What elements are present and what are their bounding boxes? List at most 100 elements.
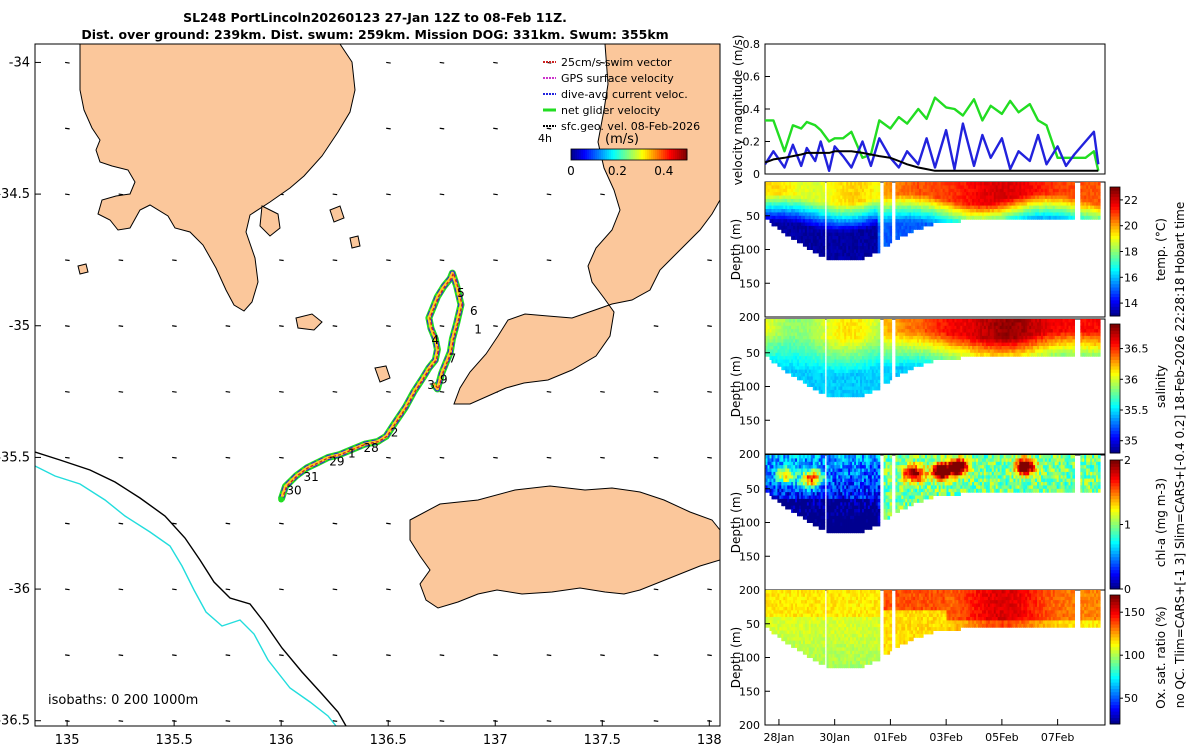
section-cell xyxy=(938,198,942,203)
section-cell xyxy=(950,195,954,200)
section-cell xyxy=(1094,209,1097,213)
section-cell xyxy=(795,209,798,213)
section-cell xyxy=(806,242,810,247)
section-cell xyxy=(1052,339,1056,344)
section-cell xyxy=(1072,212,1075,217)
section-cell xyxy=(779,192,782,196)
section-cell xyxy=(913,182,916,186)
section-cell xyxy=(907,335,910,340)
section-cell xyxy=(850,322,853,327)
section-cell xyxy=(830,322,834,327)
section-cell xyxy=(905,346,908,350)
section-cell xyxy=(808,185,812,190)
section-cell xyxy=(826,246,830,250)
section-cell xyxy=(932,195,936,200)
section-cell xyxy=(907,219,910,223)
section-cell xyxy=(802,195,806,200)
section-cell xyxy=(765,349,769,354)
section-cell xyxy=(820,373,824,377)
section-cell xyxy=(1064,342,1068,347)
section-cell xyxy=(958,205,961,210)
section-cell xyxy=(877,373,881,377)
section-cell xyxy=(885,329,889,333)
section-cell xyxy=(901,325,904,330)
section-cell xyxy=(830,256,834,261)
section-cell xyxy=(832,379,835,384)
section-cell xyxy=(791,236,794,240)
colorbar-cell xyxy=(575,149,578,160)
section-cell xyxy=(966,192,969,196)
section-cell xyxy=(1056,209,1060,213)
section-cell xyxy=(1019,319,1022,323)
section-cell xyxy=(844,342,847,347)
section-cell xyxy=(1017,339,1020,344)
section-cell xyxy=(985,215,989,220)
section-cell xyxy=(913,225,916,230)
section-cell xyxy=(812,188,816,193)
current-vector xyxy=(332,325,338,327)
section-cell xyxy=(928,222,932,227)
section-cell xyxy=(799,232,802,237)
section-cell xyxy=(889,192,893,196)
section-cell xyxy=(771,342,775,347)
section-cell xyxy=(832,342,835,347)
section-cell xyxy=(852,236,855,240)
section-cell xyxy=(797,188,800,193)
section-cell xyxy=(765,332,769,337)
section-cell xyxy=(919,219,922,223)
section-cell xyxy=(826,232,830,237)
section-cell xyxy=(895,209,898,213)
section-cell xyxy=(983,209,987,213)
colorbar-cell xyxy=(683,149,686,160)
section-cell xyxy=(907,366,910,371)
section-cell xyxy=(846,256,849,261)
section-cell xyxy=(899,339,902,344)
section-cell xyxy=(976,319,979,323)
section-cell xyxy=(785,319,788,323)
section-cell xyxy=(1013,188,1016,193)
section-cell xyxy=(842,198,845,203)
section-cell xyxy=(968,212,971,217)
section-cell xyxy=(818,322,822,327)
section-cell xyxy=(838,329,841,333)
section-cell xyxy=(850,369,853,374)
section-cell xyxy=(1060,335,1064,340)
section-cell xyxy=(856,192,859,196)
section-cell xyxy=(1060,182,1064,186)
section-cell xyxy=(1027,352,1030,357)
section-cell xyxy=(865,383,869,387)
section-cell xyxy=(822,352,826,357)
section-cell xyxy=(818,215,822,220)
section-cell xyxy=(1048,352,1052,357)
section-cell xyxy=(921,342,924,347)
section-cell xyxy=(1050,346,1054,350)
section-cell xyxy=(980,188,983,193)
section-cell xyxy=(814,359,818,364)
section-cell xyxy=(832,329,835,333)
colorbar-cell xyxy=(597,149,600,160)
section-cell xyxy=(938,325,942,330)
section-cell xyxy=(1092,205,1095,210)
section-cell xyxy=(826,212,830,217)
section-cell xyxy=(1098,185,1101,190)
section-cell xyxy=(982,195,985,200)
section-cell xyxy=(814,215,818,220)
section-cell xyxy=(873,346,877,350)
section-cell xyxy=(921,185,924,190)
section-cell xyxy=(903,198,906,203)
section-cell xyxy=(871,192,875,196)
section-cell xyxy=(889,215,893,220)
section-cell xyxy=(787,349,790,354)
section-cell xyxy=(875,205,879,210)
section-cell xyxy=(1042,209,1046,213)
section-cell xyxy=(1096,212,1099,217)
section-cell xyxy=(834,376,837,381)
section-cell xyxy=(830,329,834,333)
section-cell xyxy=(909,229,912,234)
section-cell xyxy=(1039,195,1042,200)
section-cell xyxy=(822,239,826,244)
section-cell xyxy=(1072,198,1075,203)
section-cell xyxy=(968,319,971,323)
section-cell xyxy=(983,349,987,354)
section-cell xyxy=(844,219,847,223)
